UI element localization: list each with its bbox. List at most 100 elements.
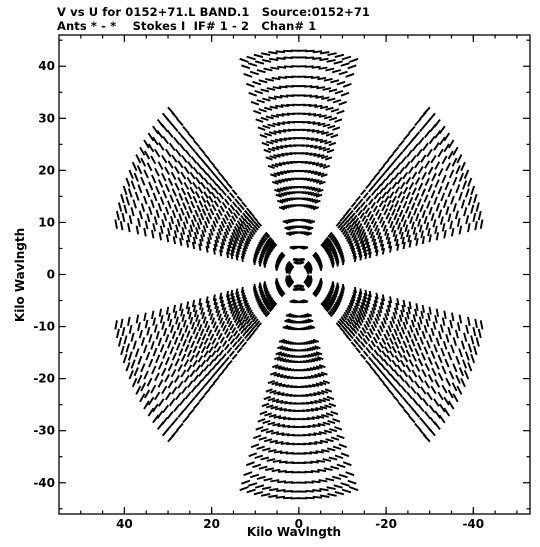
uv-point xyxy=(205,245,209,253)
uv-point xyxy=(370,324,376,332)
uv-point xyxy=(326,294,331,301)
uv-point xyxy=(363,307,368,314)
uv-point xyxy=(171,352,177,361)
uv-point xyxy=(455,184,461,194)
uv-point xyxy=(241,341,248,348)
uv-point xyxy=(340,252,344,259)
uv-point xyxy=(449,319,454,329)
uv-point xyxy=(234,333,241,340)
uv-point xyxy=(207,236,211,245)
uv-point xyxy=(315,382,323,387)
uv-point xyxy=(143,312,147,322)
uv-point xyxy=(447,326,452,336)
uv-point xyxy=(280,192,288,196)
uv-point xyxy=(434,379,441,388)
uv-point xyxy=(452,393,459,403)
uv-point xyxy=(314,345,321,350)
uv-point xyxy=(474,318,478,328)
uv-point xyxy=(224,198,230,206)
uv-point xyxy=(414,363,421,372)
uv-point xyxy=(321,155,329,160)
uv-point xyxy=(280,205,288,210)
uv-point xyxy=(267,164,275,169)
uv-point xyxy=(271,398,280,403)
uv-point xyxy=(180,171,187,180)
uv-point xyxy=(337,222,343,229)
uv-point xyxy=(226,347,233,354)
uv-point xyxy=(364,207,370,215)
uv-point xyxy=(382,224,387,232)
uv-point xyxy=(261,402,270,408)
uv-point xyxy=(316,415,325,419)
uv-point xyxy=(329,116,338,122)
uv-point xyxy=(361,243,366,250)
uv-point xyxy=(150,384,157,394)
uv-point xyxy=(355,347,362,354)
uv-point xyxy=(331,306,337,313)
uv-point xyxy=(376,174,384,183)
uv-point xyxy=(130,332,135,342)
uv-point xyxy=(236,294,240,301)
uv-point xyxy=(286,433,295,437)
uv-point xyxy=(326,395,335,401)
uv-point xyxy=(445,333,450,343)
uv-point xyxy=(402,144,409,153)
uv-point xyxy=(153,216,158,225)
uv-point xyxy=(351,294,356,302)
uv-point xyxy=(283,353,290,358)
uv-point xyxy=(258,301,263,308)
uv-point xyxy=(200,195,207,204)
uv-point xyxy=(217,228,222,236)
uv-point xyxy=(346,307,351,314)
uv-point xyxy=(310,85,319,89)
uv-point xyxy=(447,150,454,160)
uv-point xyxy=(324,237,330,244)
uv-point xyxy=(267,296,273,302)
uv-point xyxy=(281,178,289,182)
uv-point xyxy=(326,148,335,154)
uv-point xyxy=(306,232,313,236)
uv-point xyxy=(235,288,239,295)
uv-point xyxy=(121,212,126,223)
uv-point xyxy=(278,416,287,420)
uv-point xyxy=(261,293,265,299)
uv-point xyxy=(463,370,470,380)
uv-point xyxy=(179,143,186,152)
uv-point xyxy=(275,193,283,198)
uv-point xyxy=(404,316,409,325)
uv-point xyxy=(307,170,315,174)
uv-point xyxy=(198,200,204,208)
uv-point xyxy=(425,318,430,328)
uv-point xyxy=(332,445,342,450)
uv-point xyxy=(235,308,240,315)
uv-point xyxy=(144,220,149,230)
uv-point xyxy=(179,303,183,311)
uv-point xyxy=(305,283,310,289)
uv-point xyxy=(357,223,363,230)
uv-point xyxy=(433,196,438,205)
uv-point xyxy=(310,353,318,357)
uv-point xyxy=(273,172,281,177)
uv-point xyxy=(376,345,382,353)
uv-point xyxy=(152,317,157,326)
uv-point xyxy=(165,306,170,315)
uv-point xyxy=(175,316,179,325)
uv-point xyxy=(308,205,315,209)
uv-point xyxy=(172,304,177,313)
uv-point xyxy=(353,203,359,211)
uv-point xyxy=(253,257,257,264)
uv-point xyxy=(228,192,235,199)
uv-point xyxy=(343,231,349,238)
uv-point xyxy=(283,481,294,484)
uv-point xyxy=(389,373,397,382)
uv-point xyxy=(439,216,444,225)
uv-point xyxy=(397,401,405,410)
uv-point xyxy=(361,299,366,306)
uv-point xyxy=(245,304,251,312)
uv-point xyxy=(354,225,359,233)
uv-point xyxy=(307,424,316,428)
uv-point xyxy=(241,292,246,299)
uv-point xyxy=(210,350,217,358)
uv-point xyxy=(242,310,247,318)
